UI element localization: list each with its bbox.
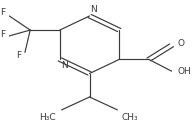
Text: O: O: [178, 39, 185, 48]
Text: H₃C: H₃C: [39, 113, 56, 122]
Text: OH: OH: [178, 67, 191, 76]
Text: N: N: [91, 5, 97, 14]
Text: F: F: [16, 51, 21, 60]
Text: F: F: [0, 30, 5, 39]
Text: N: N: [61, 61, 68, 70]
Text: F: F: [1, 8, 6, 17]
Text: CH₃: CH₃: [122, 113, 138, 122]
